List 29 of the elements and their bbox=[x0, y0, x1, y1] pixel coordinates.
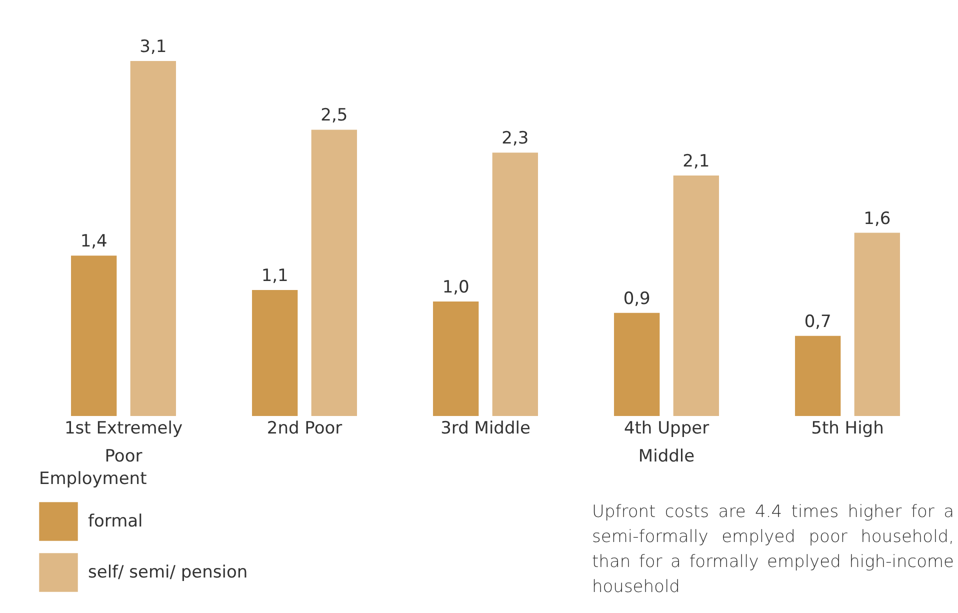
bar bbox=[433, 301, 479, 416]
bar bbox=[673, 176, 719, 416]
x-tick-label: 2nd Poor bbox=[266, 418, 342, 438]
bar bbox=[614, 312, 660, 416]
x-tick-label: 1st Extremely Poor bbox=[64, 418, 183, 466]
x-tick-label: 4th Upper Middle bbox=[624, 418, 710, 466]
data-label: 3,1 bbox=[140, 37, 167, 57]
legend-label: formal bbox=[88, 512, 143, 532]
bar bbox=[311, 130, 357, 416]
bar bbox=[71, 256, 117, 416]
bar bbox=[854, 232, 900, 416]
data-label: 2,5 bbox=[320, 106, 348, 126]
bar bbox=[492, 152, 538, 416]
text: Upfront costs are 4.4 times higher for a semi-formally emplyed poor household, than for a formally emplyed high-income household bbox=[592, 501, 954, 599]
x-tick-label: 3rd Middle bbox=[440, 418, 530, 438]
data-label: 1,0 bbox=[442, 277, 470, 298]
bar bbox=[252, 290, 298, 416]
data-label: 1,1 bbox=[261, 266, 288, 286]
bar bbox=[795, 336, 841, 416]
data-label: 1,6 bbox=[864, 208, 891, 229]
data-label: 1,4 bbox=[80, 232, 108, 252]
data-label: 0,9 bbox=[623, 288, 650, 309]
data-label: 2,3 bbox=[502, 128, 529, 149]
data-label: 2,1 bbox=[682, 152, 710, 172]
bar bbox=[130, 61, 176, 416]
data-label: 0,7 bbox=[804, 312, 832, 332]
legend-title: Employment bbox=[39, 469, 148, 489]
legend-label: self/ semi/ pension bbox=[88, 562, 248, 582]
x-tick-label: 5th High bbox=[811, 418, 884, 438]
